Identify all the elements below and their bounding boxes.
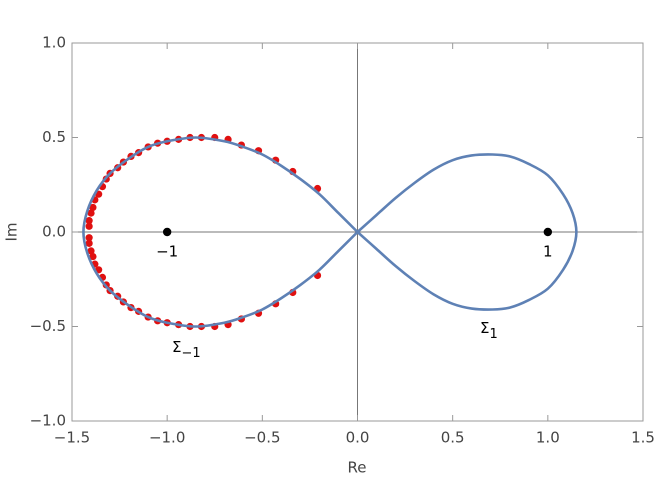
point — [162, 227, 172, 237]
y-tick-label: 1.0 — [42, 34, 66, 52]
x-tick-label: 1.0 — [536, 429, 560, 447]
x-tick-label: −0.5 — [244, 429, 280, 447]
dot — [85, 234, 93, 242]
y-tick-label: −0.5 — [30, 317, 66, 335]
annotation: Σ1 — [480, 319, 498, 342]
annotation-symbol: Σ — [172, 338, 181, 356]
x-axis-label: Re — [348, 459, 367, 477]
curve — [82, 136, 359, 328]
annotation-subscript: 1 — [489, 327, 497, 342]
x-tick-label: −1.5 — [54, 429, 90, 447]
y-tick-label: 0.5 — [42, 128, 66, 146]
x-tick-label: 0.0 — [346, 429, 370, 447]
x-tick-label: 1.5 — [631, 429, 655, 447]
point — [543, 227, 553, 237]
dot — [87, 247, 95, 255]
dot — [89, 203, 97, 212]
dot — [87, 209, 95, 217]
x-tick-label: 0.5 — [441, 429, 465, 447]
y-axis-label: Im — [3, 222, 21, 241]
annotation-subscript: −1 — [181, 346, 200, 361]
dot — [89, 252, 97, 261]
curve — [356, 153, 578, 311]
point-label: −1 — [156, 243, 178, 261]
annotation-symbol: Σ — [480, 319, 489, 337]
y-tick-label: 0.0 — [42, 223, 66, 241]
y-tick-label: −1.0 — [30, 412, 66, 430]
x-tick-label: −1.0 — [149, 429, 185, 447]
dot — [85, 222, 93, 230]
dot — [85, 239, 93, 247]
dot — [85, 217, 93, 225]
point-label: 1 — [543, 243, 553, 261]
annotation: Σ−1 — [172, 338, 201, 361]
